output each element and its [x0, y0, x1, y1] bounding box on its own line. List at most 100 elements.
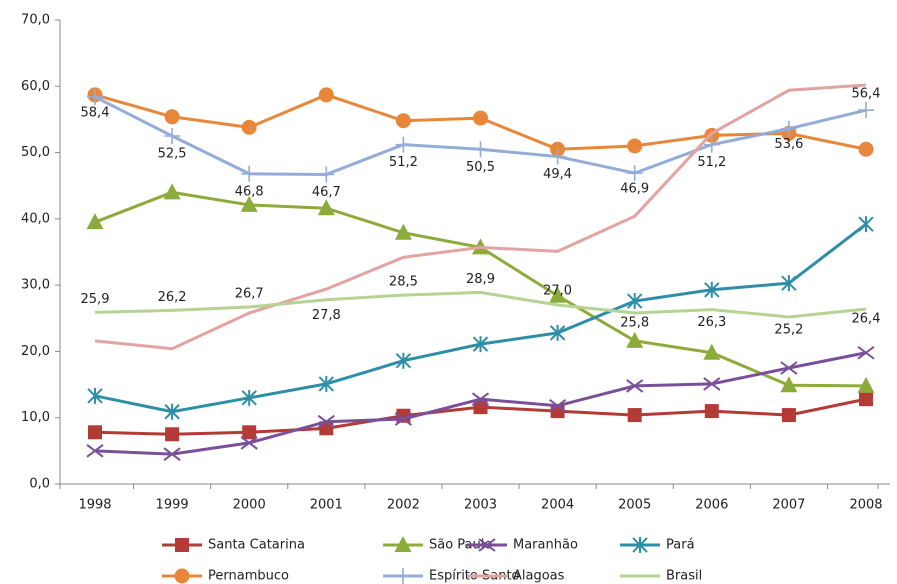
- marker: [164, 128, 181, 144]
- legend-item: Maranhão: [467, 538, 578, 553]
- marker: [164, 403, 180, 420]
- marker: [549, 398, 567, 413]
- marker: [471, 392, 490, 406]
- marker: [164, 109, 180, 125]
- marker: [857, 345, 875, 360]
- marker: [240, 436, 258, 450]
- marker: [626, 293, 643, 310]
- y-tick-label: 50,0: [21, 145, 50, 160]
- y-tick-label: 70,0: [21, 13, 50, 28]
- legend-item: Pernambuco: [162, 568, 289, 584]
- x-tick-label: 2005: [618, 498, 651, 513]
- legend-label: São Paulo: [429, 538, 492, 553]
- x-tick-label: 2008: [849, 498, 882, 513]
- marker: [240, 195, 258, 212]
- marker: [858, 216, 874, 233]
- marker: [241, 389, 257, 406]
- marker: [317, 414, 335, 429]
- data-label: 46,8: [235, 184, 264, 199]
- marker: [549, 286, 567, 303]
- marker: [174, 568, 190, 584]
- marker: [858, 102, 874, 119]
- data-label: 46,7: [312, 185, 341, 200]
- data-label: 51,2: [697, 155, 726, 170]
- marker: [626, 165, 643, 182]
- legend-item: Pará: [620, 537, 695, 553]
- legend-label: Brasil: [666, 569, 702, 584]
- x-tick-label: 2004: [541, 498, 574, 513]
- data-label: 52,5: [158, 147, 187, 162]
- x-tick-label: 2000: [233, 498, 266, 513]
- legend-item: Brasil: [620, 569, 702, 584]
- data-label: 27,8: [312, 308, 341, 323]
- data-label: 58,4: [81, 105, 110, 120]
- series: [87, 216, 874, 420]
- data-label: 49,4: [543, 167, 572, 182]
- marker: [88, 425, 102, 440]
- data-label: 26,7: [235, 287, 264, 302]
- marker: [473, 400, 488, 415]
- marker: [780, 361, 798, 375]
- data-label: 46,9: [620, 182, 649, 197]
- data-label: 56,4: [852, 87, 881, 102]
- marker: [394, 223, 412, 240]
- marker: [703, 343, 721, 360]
- x-tick-label: 2003: [464, 498, 497, 513]
- marker: [318, 166, 335, 183]
- marker: [857, 376, 875, 393]
- x-tick-label: 2006: [695, 498, 728, 513]
- marker: [627, 138, 643, 154]
- marker: [163, 447, 181, 461]
- marker: [478, 538, 496, 552]
- marker: [472, 141, 489, 158]
- y-tick-label: 40,0: [21, 211, 50, 226]
- marker: [395, 136, 412, 153]
- x-tick-label: 2001: [310, 498, 343, 513]
- marker: [704, 404, 719, 419]
- data-label: 28,9: [466, 272, 495, 287]
- marker: [241, 119, 257, 135]
- marker: [858, 141, 874, 157]
- line: [94, 290, 867, 319]
- series: [86, 183, 875, 393]
- x-tick-label: 2002: [387, 498, 420, 513]
- legend-label: Pernambuco: [208, 569, 289, 584]
- marker: [780, 120, 797, 137]
- data-label: 26,2: [158, 290, 187, 305]
- data-label: 28,5: [389, 275, 418, 290]
- legend-label: Pará: [666, 538, 695, 553]
- marker: [87, 387, 103, 404]
- marker: [318, 375, 335, 392]
- marker: [626, 379, 644, 393]
- marker: [395, 113, 411, 129]
- line: [94, 83, 867, 351]
- marker: [165, 427, 180, 442]
- marker: [627, 408, 642, 423]
- marker: [472, 336, 489, 353]
- y-tick-label: 10,0: [21, 410, 50, 425]
- marker: [859, 392, 873, 407]
- marker: [703, 136, 720, 153]
- legend-item: São Paulo: [383, 536, 492, 553]
- marker: [632, 537, 648, 553]
- marker: [473, 110, 488, 126]
- series: [87, 88, 874, 183]
- x-tick-label: 2007: [772, 498, 805, 513]
- data-label: 25,2: [774, 322, 803, 337]
- marker: [318, 87, 334, 103]
- data-label: 25,8: [620, 315, 649, 330]
- marker: [242, 425, 257, 440]
- marker: [781, 408, 796, 423]
- data-label: 25,9: [81, 292, 110, 307]
- x-tick-label: 1998: [78, 498, 111, 513]
- legend-item: Alagoas: [467, 569, 565, 584]
- y-tick-label: 60,0: [21, 79, 50, 94]
- series: [94, 83, 867, 351]
- series: [86, 345, 875, 461]
- data-label: 27,0: [543, 284, 572, 299]
- marker: [549, 148, 566, 165]
- marker: [780, 376, 798, 393]
- data-label: 51,2: [389, 155, 418, 170]
- data-label: 53,6: [774, 137, 803, 152]
